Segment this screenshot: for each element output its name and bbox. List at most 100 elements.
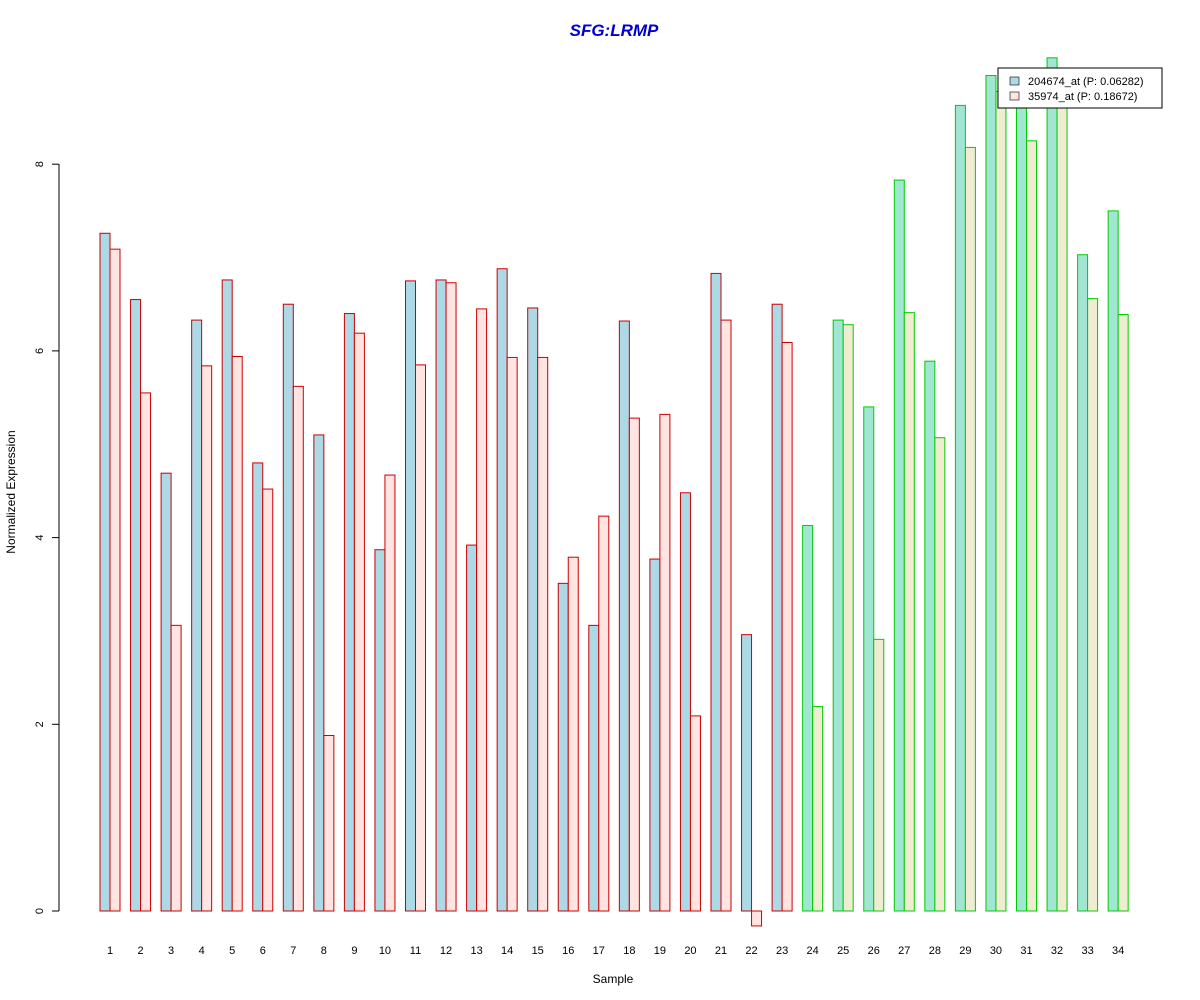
x-tick-label: 18	[623, 945, 635, 957]
bar-series-1-sample-1	[99, 232, 111, 912]
y-axis-label: Normalized Expression	[4, 430, 18, 553]
x-tick-label: 5	[229, 945, 235, 957]
bar-series-1-sample-16	[557, 582, 569, 912]
bar-series-2-sample-4	[201, 365, 213, 912]
bar-series-1-sample-31	[1016, 103, 1027, 912]
bar-series-2-sample-32	[1056, 98, 1068, 912]
legend-label-series-1: 204674_at (P: 0.06282)	[1028, 76, 1144, 88]
x-tick-label: 15	[532, 945, 544, 957]
bar-series-2-sample-30	[995, 90, 1007, 912]
bar-series-1-sample-26	[863, 406, 875, 912]
bar-series-2-sample-27	[903, 312, 915, 912]
x-tick-label: 13	[470, 945, 482, 957]
y-tick-label: 4	[34, 535, 46, 541]
bar-series-2-sample-8	[323, 735, 335, 912]
x-tick-label: 2	[137, 945, 143, 957]
bar-series-1-sample-27	[893, 179, 905, 912]
x-tick-label: 4	[199, 945, 205, 957]
bar-series-1-sample-30	[985, 75, 997, 912]
bar-series-2-sample-34	[1117, 313, 1129, 912]
x-tick-label: 3	[168, 945, 174, 957]
bar-series-2-sample-23	[781, 341, 793, 912]
x-tick-label: 1	[107, 945, 113, 957]
bar-series-1-sample-29	[954, 104, 966, 912]
bar-series-2-sample-3	[170, 624, 182, 912]
x-tick-label: 6	[260, 945, 266, 957]
bar-series-2-sample-2	[140, 392, 152, 912]
bar-series-2-sample-15	[537, 356, 549, 912]
bar-series-1-sample-3	[160, 472, 172, 912]
bar-series-2-sample-10	[384, 474, 396, 912]
bar-series-1-sample-17	[588, 624, 600, 912]
x-tick-label: 27	[898, 945, 910, 957]
x-tick-label: 22	[745, 945, 757, 957]
bar-series-1-sample-28	[924, 360, 936, 912]
x-tick-label: 33	[1081, 945, 1093, 957]
bar-series-1-sample-12	[435, 279, 447, 912]
y-tick-label: 6	[34, 348, 46, 354]
x-tick-label: 30	[990, 945, 1002, 957]
bar-series-2-sample-24	[812, 706, 824, 912]
y-axis: 0 2 4 6 8	[34, 161, 60, 914]
y-tick-label: 0	[34, 908, 46, 914]
legend-swatch-series-1	[1009, 76, 1020, 86]
bar-series-2-sample-7	[292, 385, 304, 912]
legend: 204674_at (P: 0.06282) 35974_at (P: 0.18…	[997, 67, 1163, 109]
y-tick-label: 2	[34, 721, 46, 727]
bar-series-1-sample-13	[466, 544, 478, 912]
x-tick-label: 23	[776, 945, 788, 957]
bar-series-2-sample-26	[873, 638, 885, 912]
x-tick-label: 28	[929, 945, 941, 957]
bar-series-2-sample-13	[476, 308, 488, 912]
x-tick-label: 11	[410, 945, 421, 957]
x-tick-label: 21	[715, 945, 727, 957]
bar-series-2-sample-6	[262, 488, 274, 912]
bar-series-2-sample-14	[506, 356, 518, 912]
x-tick-labels: 1 2 3 4 5 6 7 8 9 10 11 12 13 14 15 16 17 18 19 20 21 22 23 24 2…	[107, 945, 1124, 957]
bar-series-1-sample-34	[1107, 210, 1119, 912]
bar-series-1-sample-9	[343, 313, 355, 912]
bars-group	[99, 57, 1129, 927]
bar-series-2-sample-19	[659, 413, 671, 912]
bar-series-1-sample-19	[649, 558, 661, 912]
x-tick-label: 25	[837, 945, 849, 957]
bar-series-2-sample-20	[689, 715, 701, 912]
bar-series-1-sample-14	[496, 268, 508, 912]
bar-series-1-sample-7	[282, 303, 294, 912]
bar-series-1-sample-15	[527, 307, 539, 912]
x-tick-label: 8	[321, 945, 327, 957]
bar-series-2-sample-9	[353, 332, 365, 912]
bar-series-1-sample-8	[313, 434, 325, 912]
bar-series-2-sample-21	[720, 319, 732, 912]
x-tick-label: 34	[1112, 945, 1124, 957]
bar-series-2-sample-5	[231, 356, 243, 912]
bar-series-1-sample-22	[741, 634, 753, 912]
x-tick-label: 16	[562, 945, 574, 957]
legend-label-series-2: 35974_at (P: 0.18672)	[1028, 91, 1137, 103]
bar-series-2-sample-22	[751, 910, 763, 927]
x-tick-label: 26	[868, 945, 880, 957]
bar-series-1-sample-32	[1046, 57, 1058, 912]
x-tick-label: 12	[440, 945, 452, 957]
bar-series-2-sample-29	[964, 146, 976, 912]
bar-series-2-sample-17	[598, 515, 610, 912]
bar-series-2-sample-11	[415, 364, 426, 912]
x-tick-label: 32	[1051, 945, 1063, 957]
bar-series-2-sample-1	[109, 248, 121, 912]
x-tick-label: 20	[684, 945, 696, 957]
bar-series-2-sample-25	[842, 324, 854, 912]
bar-series-1-sample-18	[618, 320, 630, 912]
bar-series-2-sample-18	[628, 417, 640, 912]
bar-series-2-sample-31	[1026, 140, 1037, 912]
x-tick-label: 7	[290, 945, 296, 957]
chart-title: SFG:LRMP	[570, 21, 659, 40]
bar-series-1-sample-23	[771, 303, 783, 912]
bar-series-1-sample-2	[130, 299, 142, 912]
bar-series-2-sample-28	[934, 437, 946, 912]
bar-series-1-sample-10	[374, 549, 386, 912]
bar-series-1-sample-4	[191, 319, 203, 912]
x-tick-label: 29	[959, 945, 971, 957]
x-axis-label: Sample	[593, 972, 634, 986]
bar-series-1-sample-24	[802, 524, 814, 912]
